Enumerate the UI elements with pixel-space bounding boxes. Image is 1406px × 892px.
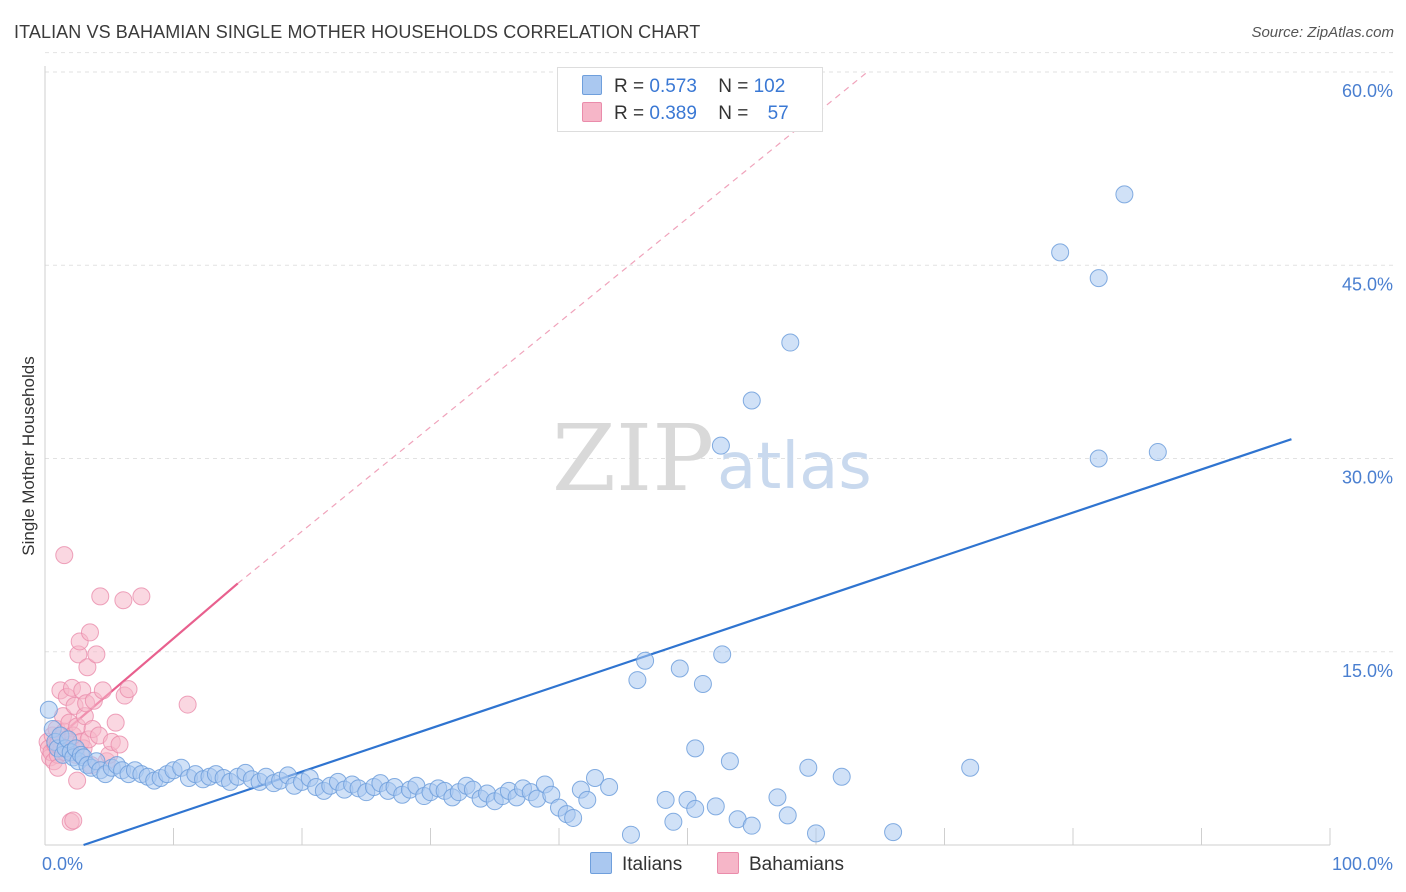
legend-italians-r-value: 0.573	[649, 76, 697, 97]
x-tick-label-min: 0.0%	[42, 854, 83, 874]
legend-row-italians: R = 0.573 N = 102	[582, 75, 785, 101]
bottom-legend-italians: Italians	[590, 852, 682, 876]
italians-swatch	[582, 75, 602, 95]
italians-point	[781, 333, 800, 352]
legend-row-bahamians: R = 0.389 N = 57	[582, 102, 789, 128]
correlation-legend: R = 0.573 N = 102 R = 0.389 N = 57	[557, 67, 823, 132]
italians-point	[720, 752, 739, 771]
legend-bahamians-r-value: 0.389	[649, 103, 697, 124]
italians-point	[670, 659, 689, 678]
chart-title: ITALIAN VS BAHAMIAN SINGLE MOTHER HOUSEH…	[14, 22, 701, 42]
bahamians-trend-extension	[237, 71, 868, 584]
bahamians-point	[68, 771, 87, 790]
bottom-legend-bahamians-label: Bahamians	[749, 854, 845, 875]
y-tick-label: 45.0%	[1342, 274, 1393, 294]
italians-point	[884, 823, 903, 842]
italians-point	[600, 778, 619, 797]
italians-point	[621, 825, 640, 844]
italians-point	[832, 767, 851, 786]
axes	[44, 66, 1331, 846]
bahamians-point	[78, 658, 97, 677]
grid-lines	[45, 52, 1395, 653]
bahamians-point	[80, 623, 99, 642]
legend-bahamians-n-value: 57	[767, 103, 789, 124]
tick-labels: 15.0% 30.0% 45.0% 60.0% 0.0% 100.0%	[42, 81, 1393, 874]
italians-point	[693, 674, 712, 693]
italians-point	[656, 790, 675, 809]
italians-point	[578, 790, 597, 809]
bottom-legend-bahamians: Bahamians	[717, 852, 844, 876]
y-tick-label: 60.0%	[1342, 81, 1393, 101]
y-tick-label: 30.0%	[1342, 468, 1393, 488]
italians-point	[1089, 449, 1108, 468]
y-axis-label: Single Mother Households	[19, 356, 38, 555]
source-label: Source: ZipAtlas.com	[1251, 24, 1394, 41]
italians-point	[807, 824, 825, 843]
italians-point	[1051, 243, 1070, 262]
italians-point	[628, 671, 647, 690]
bahamians-point	[91, 587, 110, 606]
bahamians-point	[64, 811, 83, 830]
italians-point	[686, 799, 705, 818]
italians-point	[1089, 269, 1108, 288]
italians-point	[636, 651, 655, 670]
italians-point	[742, 391, 761, 410]
legend-n-label: N =	[718, 103, 749, 124]
italians-point	[564, 808, 583, 827]
x-tick-label-max: 100.0%	[1332, 854, 1393, 874]
bahamians-point	[110, 735, 129, 754]
italians-point	[799, 758, 818, 777]
italians-point	[686, 739, 705, 758]
italians-point	[39, 700, 58, 719]
bahamians-point	[132, 587, 151, 606]
watermark-zip: ZIP	[552, 405, 714, 512]
bahamians-points	[38, 546, 197, 831]
bahamians-swatch	[717, 852, 739, 874]
italians-points	[39, 185, 1167, 844]
italians-point	[713, 645, 732, 664]
legend-n-label: N =	[718, 76, 749, 97]
bahamians-swatch	[582, 102, 602, 122]
italians-point	[961, 758, 980, 777]
italians-swatch	[590, 852, 612, 874]
legend-r-label: R =	[614, 103, 645, 124]
italians-point	[1115, 185, 1134, 204]
italians-point	[1148, 443, 1167, 462]
bahamians-point	[93, 681, 112, 700]
legend-italians-n-value: 102	[753, 76, 786, 97]
italians-point	[778, 806, 797, 825]
legend-r-label: R =	[614, 76, 645, 97]
bahamians-point	[114, 591, 133, 610]
bahamians-point	[106, 713, 125, 732]
bahamians-point	[119, 680, 138, 699]
bahamians-point	[178, 695, 197, 714]
italians-point	[664, 812, 683, 831]
bahamians-point	[55, 546, 74, 565]
watermark-atlas: atlas	[717, 430, 872, 504]
y-tick-label: 15.0%	[1342, 661, 1393, 681]
italians-point	[585, 769, 604, 788]
italians-point	[706, 797, 725, 816]
italians-point	[711, 436, 730, 455]
italians-point	[742, 816, 761, 835]
italians-point	[768, 788, 787, 807]
bahamians-point	[87, 645, 106, 664]
bottom-legend-italians-label: Italians	[622, 854, 683, 875]
